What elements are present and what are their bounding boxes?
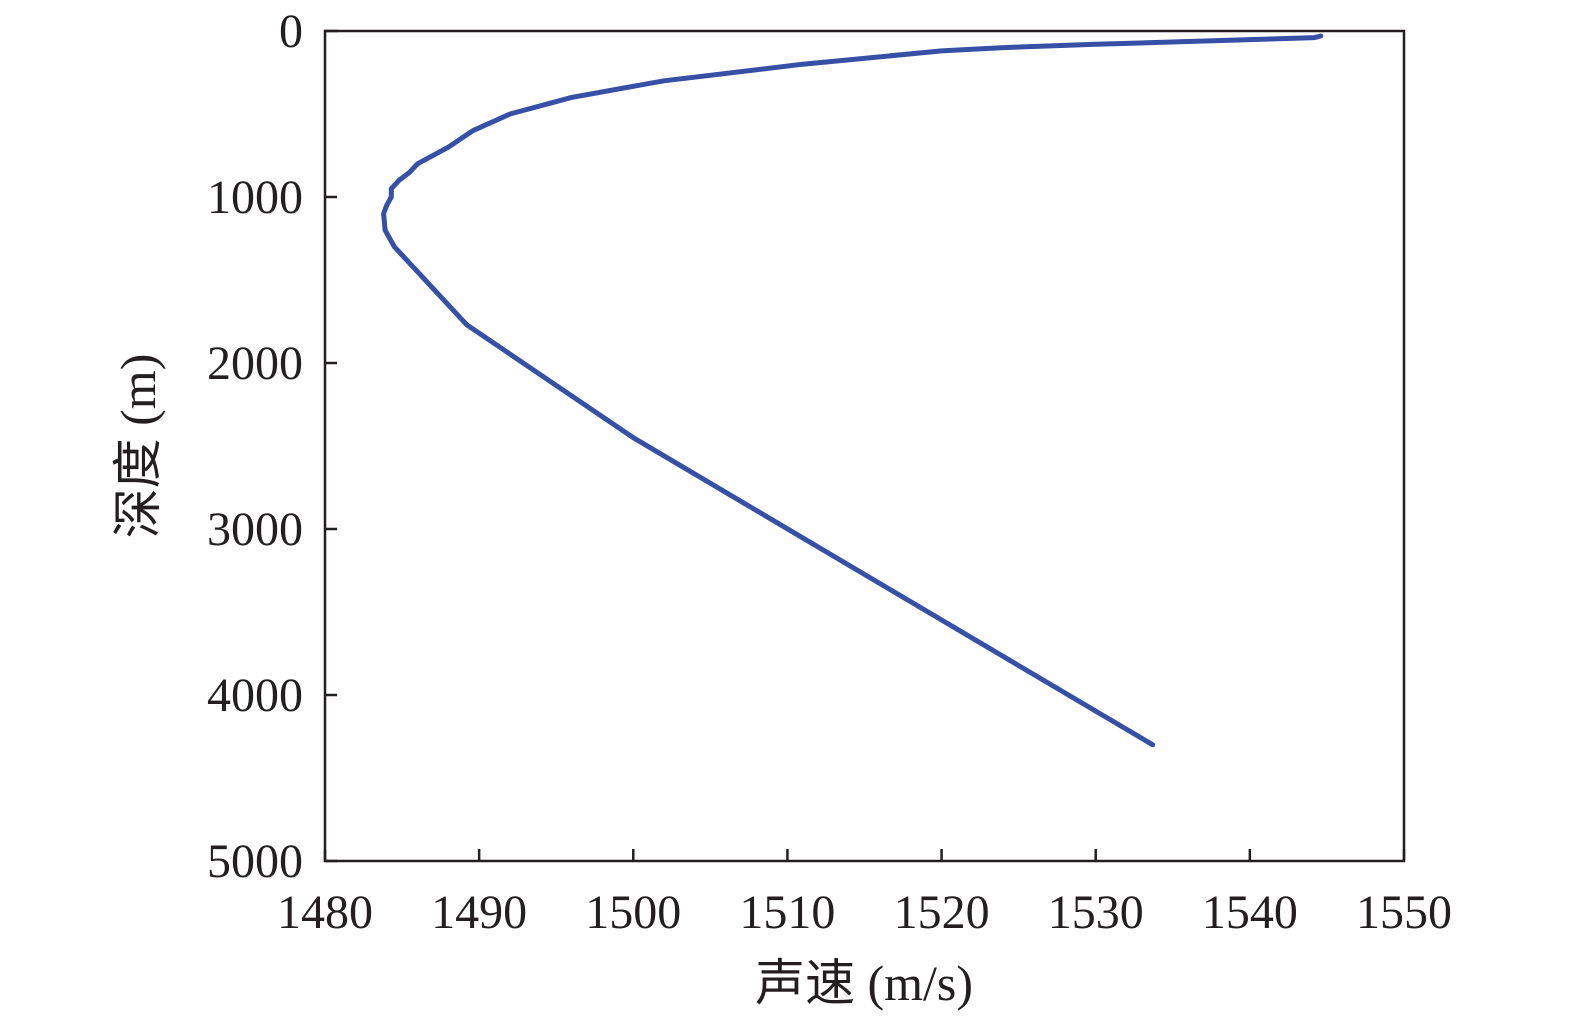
x-tick-label: 1520 xyxy=(894,886,990,939)
y-tick-label: 5000 xyxy=(207,835,303,888)
y-tick-label: 3000 xyxy=(207,503,303,556)
x-tick-label: 1490 xyxy=(431,886,527,939)
y-axis-label: 深度 (m) xyxy=(110,354,166,539)
x-tick-label: 1530 xyxy=(1048,886,1144,939)
series-line-0 xyxy=(381,33,1324,748)
y-tick-label: 2000 xyxy=(207,337,303,390)
x-tick-label: 1480 xyxy=(277,886,373,939)
y-axis: 0 1000 2000 3000 4000 5000 xyxy=(207,5,337,888)
x-axis: 1480 1490 1500 1510 1520 1530 1540 1550 xyxy=(277,849,1452,939)
x-tick-label: 1540 xyxy=(1202,886,1298,939)
series-group xyxy=(381,33,1324,748)
plot-frame xyxy=(323,29,1406,863)
y-tick-label: 4000 xyxy=(207,669,303,722)
x-tick-label: 1500 xyxy=(585,886,681,939)
y-tick-label: 0 xyxy=(279,5,303,58)
x-tick-label: 1550 xyxy=(1356,886,1452,939)
x-tick-label: 1510 xyxy=(739,886,835,939)
y-tick-label: 1000 xyxy=(207,171,303,224)
x-axis-label: 声速 (m/s) xyxy=(755,955,973,1011)
